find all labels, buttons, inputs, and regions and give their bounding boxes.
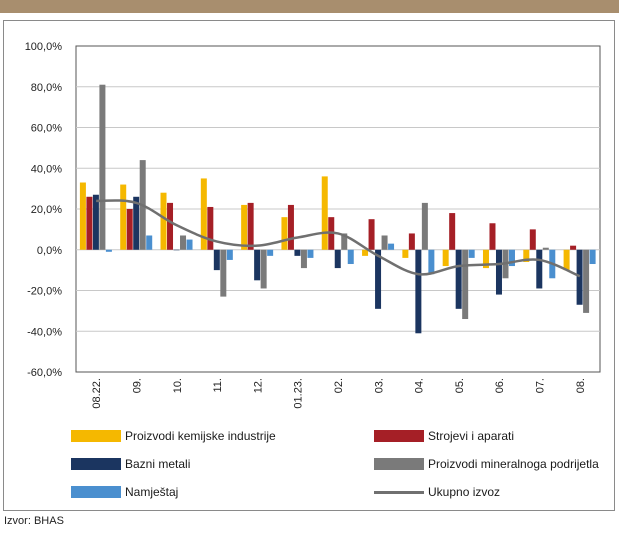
bar [495,249,502,295]
bar [160,192,167,250]
bar [468,249,475,258]
bar [536,249,543,289]
bar [99,84,106,250]
chart-frame [3,20,615,511]
bar [455,249,462,309]
bar [375,249,382,309]
y-tick-label: 40,0% [31,163,62,175]
bar [462,249,469,320]
bar [542,247,549,250]
bar [341,233,348,250]
bar [220,249,227,297]
bar [449,213,456,250]
bar [388,243,395,250]
bar [200,178,207,250]
bar [207,206,214,250]
bar [589,249,596,265]
header-bar [0,0,619,13]
x-tick-label: 02. [333,378,345,393]
bar [508,249,515,267]
y-tick-label: 100,0% [25,41,63,53]
bar [529,229,536,250]
x-tick-label: 01.23. [293,378,305,409]
y-tick-label: 60,0% [31,123,62,135]
bar [415,249,422,334]
bar [563,249,570,271]
bar [294,249,301,256]
x-tick-label: 12. [252,378,264,393]
bar [105,249,112,252]
bar [381,235,388,250]
bar [570,245,577,250]
bar [421,202,428,250]
x-tick-label: 05. [454,378,466,393]
series-line-ukupno-izvoz [96,199,581,278]
bar [287,204,294,250]
x-tick-label: 09. [131,378,143,393]
bar [173,249,180,251]
bar [523,249,530,262]
y-tick-label: -20,0% [27,286,62,298]
bar [79,182,86,250]
bar [186,239,193,250]
bar [120,184,127,250]
bar [442,249,449,267]
bar [489,223,496,250]
bar [267,249,274,256]
bar [482,249,489,269]
bar [226,249,233,260]
bar [260,249,267,289]
bar [321,176,328,250]
y-tick-label: 0,0% [37,245,62,257]
bar [583,249,590,313]
x-tick-label: 08. [575,378,587,393]
y-tick-label: 20,0% [31,204,62,216]
bar [300,249,307,269]
y-tick-label: -60,0% [27,367,62,379]
bar [428,249,435,275]
x-tick-label: 04. [414,378,426,393]
bar [167,202,174,250]
x-tick-label: 07. [535,378,547,393]
bar [334,249,341,269]
source-note: Izvor: BHAS [4,515,64,527]
bar [307,249,314,258]
x-tick-label: 03. [373,378,385,393]
x-tick-label: 10. [172,378,184,393]
bar [213,249,220,271]
bar [402,249,409,258]
bar [241,204,248,250]
bar [92,194,99,250]
bar [576,249,583,305]
bar [146,235,153,250]
bar [86,196,93,250]
bar [247,202,254,250]
bar [347,249,354,265]
bar [281,217,288,250]
x-tick-label: 11. [212,378,224,392]
x-tick-label: 08.22. [91,378,103,409]
bar [180,235,187,250]
bar [368,219,375,250]
y-tick-label: 80,0% [31,82,62,94]
y-tick-label: -40,0% [27,326,62,338]
bar [126,209,133,250]
bar [133,196,140,250]
bar [408,233,415,250]
x-tick-label: 06. [494,378,506,393]
bar [254,249,261,281]
bar [362,249,369,256]
